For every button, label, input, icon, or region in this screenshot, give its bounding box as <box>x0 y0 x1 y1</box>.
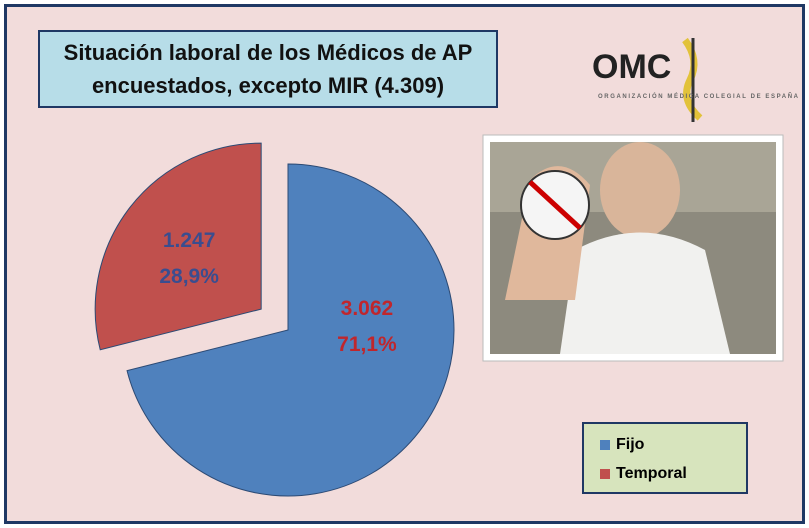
logo-text: OMC <box>592 48 671 86</box>
logo: OMC ORGANIZACIÓN MÉDICA COLEGIAL DE ESPA… <box>592 38 799 122</box>
legend-label: Temporal <box>616 465 687 483</box>
logo-subtitle: ORGANIZACIÓN MÉDICA COLEGIAL DE ESPAÑA <box>598 92 799 100</box>
data-label: 1.247 <box>163 229 216 252</box>
photo <box>483 135 783 361</box>
percent-label: 71,1% <box>337 333 397 356</box>
legend-label: Fijo <box>616 436 644 454</box>
legend-swatch <box>600 469 610 479</box>
data-label: 3.062 <box>341 297 394 320</box>
legend-item: Fijo <box>600 430 746 459</box>
legend-swatch <box>600 440 610 450</box>
chart-title: Situación laboral de los Médicos de AP e… <box>38 30 498 108</box>
page: OMC ORGANIZACIÓN MÉDICA COLEGIAL DE ESPA… <box>0 0 809 528</box>
percent-label: 28,9% <box>159 265 219 288</box>
legend: Fijo Temporal <box>582 422 748 494</box>
legend-item: Temporal <box>600 459 746 488</box>
